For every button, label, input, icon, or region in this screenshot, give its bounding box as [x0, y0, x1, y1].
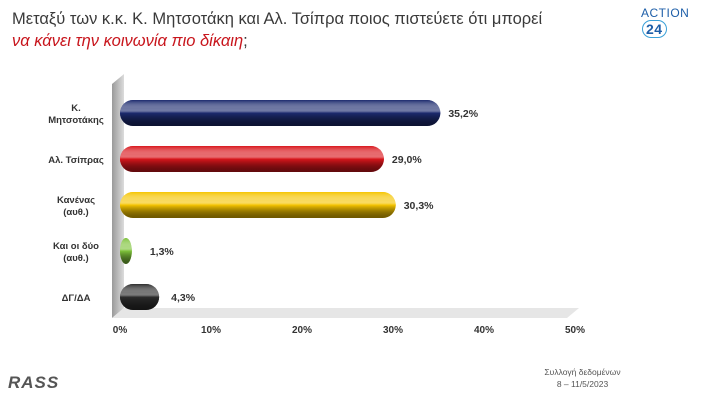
action24-logo: ACTION24 [641, 6, 707, 38]
category-label-5: ΔΓ/ΔΑ [62, 293, 91, 304]
category-label-2: Αλ. Τσίπρας [48, 155, 104, 166]
category-label-4: Και οι δύο (αυθ.) [53, 241, 99, 264]
bar-1-value-label: 35,2% [448, 108, 478, 120]
title-line-1: Μεταξύ των κ.κ. Κ. Μητσοτάκη και Αλ. Τσί… [12, 10, 543, 28]
title-line-2: να κάνει την κοινωνία πιο δίκαιη [12, 32, 244, 50]
title-question-mark: ; [243, 32, 248, 50]
data-collection-note: Συλλογή δεδομένων 8 – 11/5/2023 [520, 366, 645, 390]
category-label-3: Κανένας (αυθ.) [57, 195, 95, 218]
footnote-line-2: 8 – 11/5/2023 [556, 379, 609, 389]
x-tick-label-1: 10% [201, 325, 221, 336]
bar-3-shading [120, 192, 396, 218]
x-tick-label-3: 30% [383, 325, 403, 336]
bar-2-value-label: 29,0% [392, 154, 422, 166]
bar-4 [120, 238, 132, 264]
chart-floor [112, 308, 579, 318]
rass-logo: RASS [8, 373, 60, 392]
x-tick-label-2: 20% [292, 325, 312, 336]
bar-5-value-label: 4,3% [171, 292, 196, 304]
bar-1 [120, 100, 441, 126]
bar-4-shading [120, 238, 132, 264]
bar-2-shading [120, 146, 384, 172]
category-label-1: Κ. Μητσοτάκης [48, 103, 104, 126]
bar-3 [120, 192, 396, 218]
logo-text: ACTION [641, 6, 690, 20]
bar-3-value-label: 30,3% [404, 200, 434, 212]
x-tick-label-0: 0% [113, 325, 128, 336]
chart-title: Μεταξύ των κ.κ. Κ. Μητσοτάκη και Αλ. Τσί… [12, 8, 612, 52]
bar-5-shading [120, 284, 160, 310]
bar-1-shading [120, 100, 441, 126]
x-tick-label-4: 40% [474, 325, 494, 336]
bar-4-value-label: 1,3% [150, 246, 175, 258]
bar-5 [120, 284, 160, 310]
logo-number: 24 [642, 20, 667, 38]
footnote-line-1: Συλλογή δεδομένων [544, 367, 621, 377]
bar-2 [120, 146, 384, 172]
x-tick-label-5: 50% [565, 325, 585, 336]
